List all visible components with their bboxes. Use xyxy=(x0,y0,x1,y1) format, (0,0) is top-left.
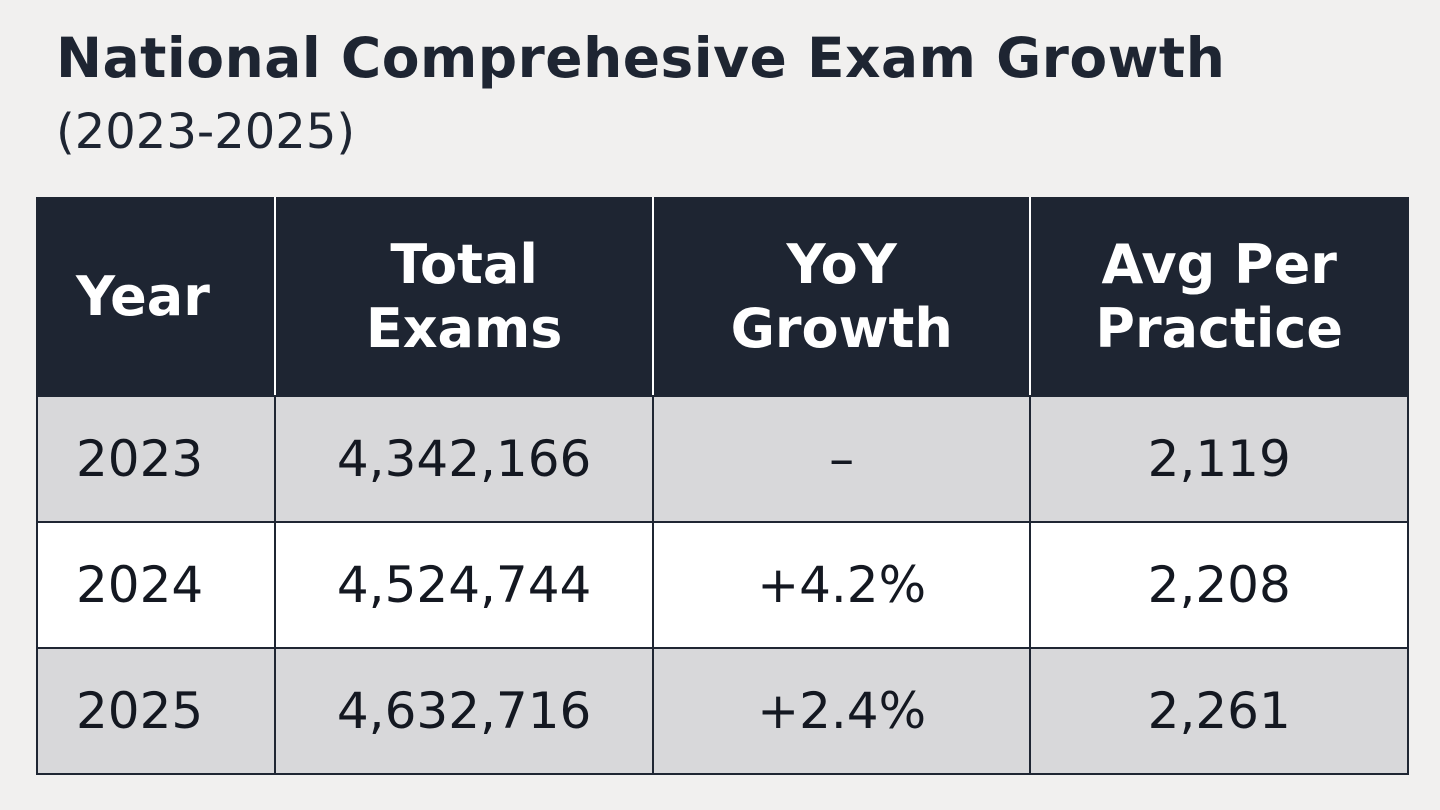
cell-year: 2024 xyxy=(35,521,277,649)
header-avg-per-practice-line-1: Avg Per xyxy=(1101,233,1337,296)
chart-subtitle: (2023-2025) xyxy=(56,104,356,160)
header-avg-per-practice: Avg Per Practice xyxy=(1029,197,1409,397)
table-row: 2024 4,524,744 +4.2% 2,208 xyxy=(35,521,1409,649)
cell-total-exams: 4,342,166 xyxy=(274,395,654,523)
cell-yoy-growth: +4.2% xyxy=(651,521,1032,649)
table-row: 2025 4,632,716 +2.4% 2,261 xyxy=(35,647,1409,775)
header-total-exams-line-1: Total xyxy=(390,233,538,296)
header-year: Year xyxy=(35,197,277,397)
table-header-row: Year Total Exams YoY Growth Avg Per Prac… xyxy=(35,197,1409,397)
data-table-container: Year Total Exams YoY Growth Avg Per Prac… xyxy=(35,197,1409,775)
exam-growth-table: Year Total Exams YoY Growth Avg Per Prac… xyxy=(35,197,1409,775)
cell-total-exams: 4,524,744 xyxy=(274,521,654,649)
cell-avg-per-practice: 2,208 xyxy=(1029,521,1409,649)
header-total-exams: Total Exams xyxy=(274,197,654,397)
cell-yoy-growth: – xyxy=(651,395,1032,523)
cell-total-exams: 4,632,716 xyxy=(274,647,654,775)
header-total-exams-line-2: Exams xyxy=(365,297,563,360)
header-yoy-growth-line-1: YoY xyxy=(786,233,897,296)
header-yoy-growth-line-2: Growth xyxy=(730,297,953,360)
header-year-line-1: Year xyxy=(76,265,210,328)
table-row: 2023 4,342,166 – 2,119 xyxy=(35,395,1409,523)
cell-avg-per-practice: 2,119 xyxy=(1029,395,1409,523)
header-avg-per-practice-line-2: Practice xyxy=(1095,297,1344,360)
cell-avg-per-practice: 2,261 xyxy=(1029,647,1409,775)
header-yoy-growth: YoY Growth xyxy=(651,197,1032,397)
chart-title: National Comprehesive Exam Growth xyxy=(56,26,1226,90)
cell-yoy-growth: +2.4% xyxy=(651,647,1032,775)
cell-year: 2023 xyxy=(35,395,277,523)
cell-year: 2025 xyxy=(35,647,277,775)
